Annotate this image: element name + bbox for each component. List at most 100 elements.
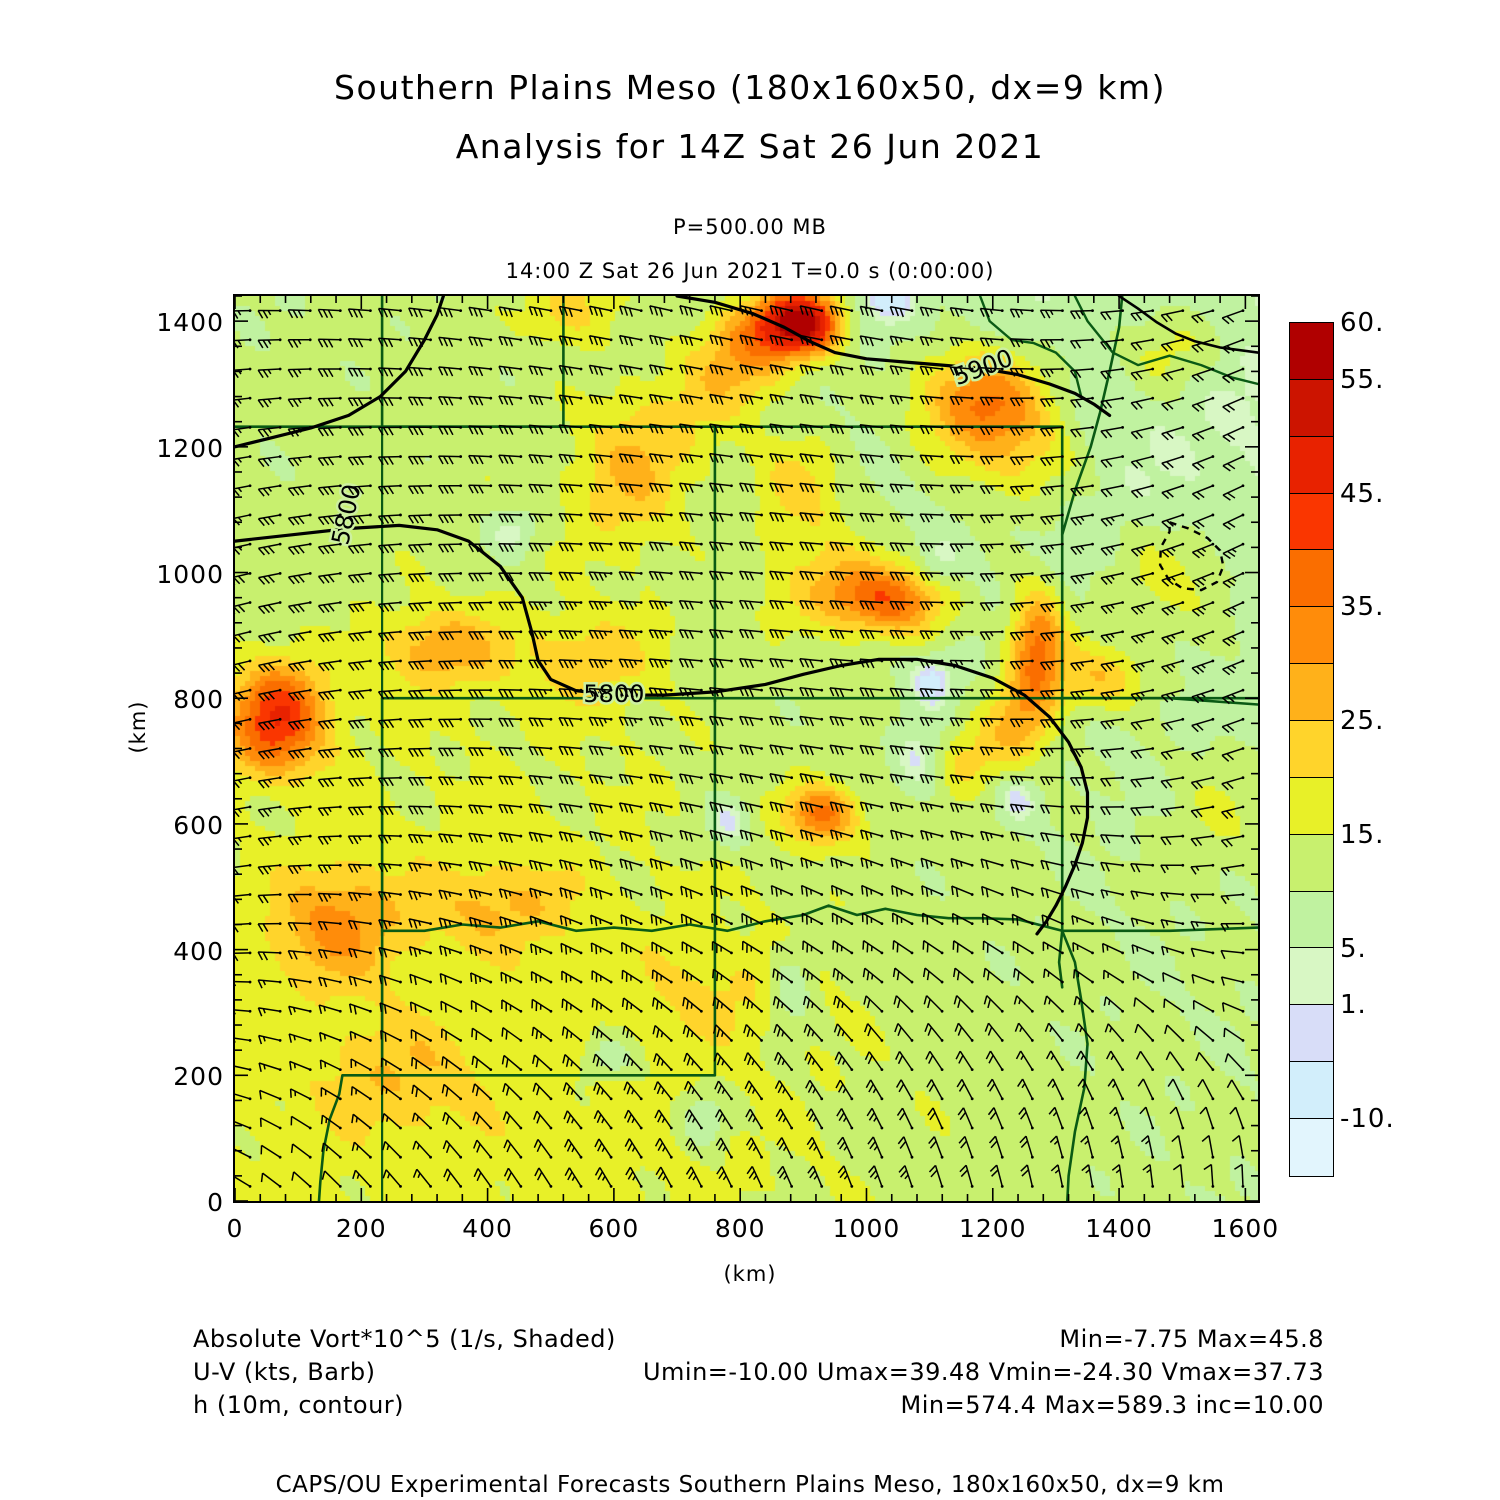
wind-barb	[258, 630, 282, 644]
wind-barb	[408, 946, 432, 958]
wind-barb	[1069, 776, 1094, 787]
wind-barb	[1161, 945, 1185, 956]
wind-barb	[257, 893, 282, 904]
wind-barb	[1070, 860, 1094, 871]
wind-barb	[678, 512, 703, 523]
wind-barb	[287, 863, 312, 875]
wind-barb	[742, 968, 763, 984]
wind-barb	[588, 658, 613, 669]
colorbar-segment-9	[1290, 834, 1333, 892]
footer-credit: CAPS/OU Experimental Forecasts Southern …	[275, 1472, 1225, 1498]
wind-barb	[407, 455, 432, 465]
wind-barb	[829, 773, 854, 785]
wind-barb	[1100, 309, 1125, 321]
wind-barb	[287, 688, 312, 702]
wind-barb	[1100, 747, 1125, 759]
wind-barb	[859, 335, 884, 347]
wind-barb	[979, 307, 1004, 318]
wind-barb	[1070, 513, 1094, 526]
wind-barb	[1078, 1106, 1094, 1130]
wind-barb	[1039, 717, 1064, 729]
state-border-missouri-river	[978, 296, 1083, 398]
wind-barb	[289, 1088, 312, 1101]
wind-barb	[528, 688, 553, 698]
wind-barb	[287, 542, 312, 556]
wind-barb	[235, 747, 252, 760]
wind-barb	[287, 338, 312, 348]
wind-barb	[803, 1023, 824, 1042]
wind-barb	[318, 1004, 342, 1014]
wind-barb	[985, 1050, 1004, 1072]
wind-barb	[709, 857, 733, 871]
wind-barb	[287, 893, 312, 903]
wind-barb	[769, 657, 794, 669]
wind-barb	[738, 657, 763, 669]
wind-barb	[919, 688, 944, 698]
wind-barb	[769, 541, 794, 552]
wind-barb	[1039, 659, 1064, 671]
wind-barb	[258, 659, 282, 673]
wind-barb	[774, 1080, 794, 1101]
wind-barb	[738, 628, 763, 640]
wind-barb	[287, 571, 312, 585]
wind-barb	[922, 940, 944, 955]
wind-barb	[317, 308, 342, 319]
wind-barb	[503, 1167, 523, 1188]
wind-barb	[235, 396, 252, 408]
wind-barb	[949, 774, 974, 785]
wind-barb	[956, 1078, 974, 1101]
wind-barb	[1080, 1135, 1094, 1159]
wind-barb	[979, 802, 1004, 814]
wind-barb	[889, 658, 914, 669]
wind-barb	[1039, 747, 1064, 757]
wind-barb	[952, 967, 974, 984]
wind-barb	[988, 1135, 1004, 1159]
wind-barb	[468, 454, 493, 465]
wind-barb	[317, 688, 342, 701]
wind-barb	[654, 1109, 673, 1130]
wind-barb	[1012, 940, 1034, 955]
wind-barb	[1100, 571, 1125, 586]
wind-barb	[317, 396, 342, 407]
colorbar-segment-11	[1290, 948, 1333, 1006]
wind-barb	[799, 541, 824, 552]
wind-barb	[859, 512, 884, 523]
wind-barb	[290, 1115, 312, 1130]
wind-barb	[1160, 367, 1185, 382]
wind-barb	[498, 888, 523, 900]
wind-barb	[409, 973, 432, 986]
wind-barb	[287, 717, 312, 731]
wind-barb	[1234, 1163, 1245, 1188]
wind-barb	[1137, 1078, 1155, 1101]
wind-barb	[1009, 455, 1034, 466]
wind-barb	[1040, 859, 1064, 871]
wind-barb	[1043, 968, 1064, 984]
wind-barb	[622, 1025, 643, 1042]
wind-barb	[1222, 425, 1245, 443]
wind-barb	[1161, 630, 1185, 645]
wind-barb	[258, 601, 282, 615]
wind-barb	[708, 570, 733, 581]
wind-barb	[1221, 1002, 1245, 1013]
wind-barb	[287, 834, 312, 846]
wind-barb	[561, 970, 583, 984]
wind-barb	[1190, 893, 1215, 903]
wind-barb	[836, 1136, 854, 1159]
wind-barb	[708, 686, 733, 698]
wind-barb	[1160, 891, 1185, 902]
height-contour-dashed	[1158, 521, 1225, 592]
wind-barb	[347, 863, 372, 873]
wind-barb	[317, 338, 342, 348]
wind-barb	[1104, 1023, 1125, 1042]
wind-barb	[498, 395, 523, 406]
wind-barb	[348, 1003, 372, 1015]
wind-barb	[499, 916, 523, 928]
wind-barb	[1130, 688, 1155, 702]
wind-barb	[319, 1059, 342, 1072]
wind-barb	[528, 630, 553, 640]
wind-barb	[1110, 1135, 1125, 1159]
wind-barb	[1191, 601, 1215, 617]
wind-barb	[982, 940, 1004, 955]
wind-barb	[558, 659, 583, 669]
wind-barb	[558, 802, 583, 814]
